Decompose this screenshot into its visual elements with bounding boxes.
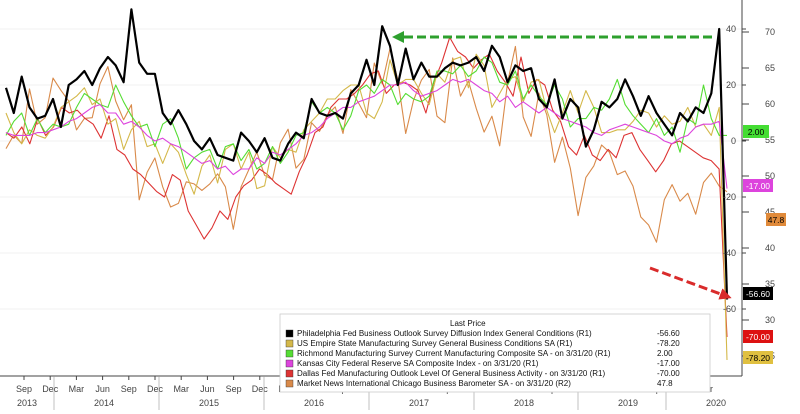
legend: Last Price Philadelphia Fed Business Out… <box>279 313 711 393</box>
badge-kansas: -17.00 <box>743 179 773 192</box>
left-tick-label: -20 <box>723 192 736 202</box>
legend-item-2: Richmond Manufacturing Survey Current Ma… <box>285 349 673 358</box>
right-tick-label: 70 <box>765 27 775 37</box>
left-tick-label: 0 <box>731 136 736 146</box>
legend-last: -78.20 <box>657 339 680 348</box>
badges-layer: 2.00 -17.00 47.8 -56.60 -70.00 -78.20 <box>743 125 786 364</box>
x-tick-label: Dec <box>252 384 269 394</box>
legend-item-4: Dallas Fed Manufacturing Outlook Level O… <box>285 369 680 378</box>
legend-item-1: US Empire State Manufacturing Survey Gen… <box>285 339 680 348</box>
series-line-1 <box>5 53 728 361</box>
legend-item-0: Philadelphia Fed Business Outlook Survey… <box>285 329 680 338</box>
x-year-label: 2015 <box>199 398 219 408</box>
x-year-label: 2013 <box>17 398 37 408</box>
x-year-label: 2017 <box>409 398 429 408</box>
svg-text:47.8: 47.8 <box>768 215 785 225</box>
left-tick-label: -40 <box>723 248 736 258</box>
series-line-4 <box>5 36 728 338</box>
series-line-0 <box>4 8 729 300</box>
svg-text:-17.00: -17.00 <box>746 181 770 191</box>
legend-name: Kansas City Federal Reserve SA Composite… <box>297 359 539 368</box>
x-year-label: 2019 <box>618 398 638 408</box>
x-tick-label: Jun <box>95 384 110 394</box>
legend-last: -56.60 <box>657 329 680 338</box>
right-tick-label: 65 <box>765 63 775 73</box>
svg-text:-78.20: -78.20 <box>746 353 770 363</box>
right-tick-label: 50 <box>765 171 775 181</box>
badge-dallas: -70.00 <box>743 330 773 343</box>
svg-text:2.00: 2.00 <box>748 127 765 137</box>
x-tick-label: Mar <box>69 384 85 394</box>
badge-chicago: 47.8 <box>766 213 786 226</box>
badge-empire: -78.20 <box>743 351 773 364</box>
left-tick-label: -60 <box>723 304 736 314</box>
badge-richmond: 2.00 <box>743 125 769 138</box>
legend-box <box>279 313 711 393</box>
left-tick-label: 40 <box>726 24 736 34</box>
x-tick-label: Dec <box>42 384 59 394</box>
left-axis: 40 20 0 -20 -40 -60 <box>723 24 746 314</box>
right-tick-label: 60 <box>765 99 775 109</box>
red-arrow <box>649 266 732 300</box>
x-year-label: 2020 <box>706 398 726 408</box>
right-tick-label: 45 <box>765 207 775 217</box>
x-tick-label: Mar <box>173 384 189 394</box>
right-tick-label: 55 <box>765 135 775 145</box>
plot-background <box>0 0 742 376</box>
left-tick-label: 20 <box>726 80 736 90</box>
legend-last: -70.00 <box>657 369 680 378</box>
legend-name: Dallas Fed Manufacturing Outlook Level O… <box>297 369 605 378</box>
right-tick-label: 30 <box>765 315 775 325</box>
legend-item-5: Market News International Chicago Busine… <box>285 379 673 388</box>
x-year-label: 2014 <box>94 398 114 408</box>
right-tick-label: 35 <box>765 279 775 289</box>
x-year-label: 2018 <box>514 398 534 408</box>
right-tick-label: 40 <box>765 243 775 253</box>
x-tick-label: Dec <box>147 384 164 394</box>
legend-name: Richmond Manufacturing Survey Current Ma… <box>297 349 611 358</box>
legend-last: 47.8 <box>657 379 673 388</box>
right-axis: 70656055504540353025 <box>742 27 775 361</box>
x-year-label: 2016 <box>304 398 324 408</box>
series-layer <box>4 8 729 361</box>
legend-rows: Philadelphia Fed Business Outlook Survey… <box>285 329 680 388</box>
legend-name: Philadelphia Fed Business Outlook Survey… <box>297 329 592 338</box>
svg-text:-70.00: -70.00 <box>746 332 770 342</box>
legend-last: -17.00 <box>657 359 680 368</box>
legend-last: 2.00 <box>657 349 673 358</box>
legend-name: Market News International Chicago Busine… <box>297 379 571 388</box>
series-line-5 <box>5 45 728 243</box>
legend-name: US Empire State Manufacturing Survey Gen… <box>297 339 573 348</box>
svg-text:-56.60: -56.60 <box>746 289 770 299</box>
badge-philly: -56.60 <box>743 287 773 300</box>
x-tick-label: Sep <box>121 384 137 394</box>
series-line-3 <box>5 78 728 189</box>
legend-title: Last Price <box>450 319 486 328</box>
x-tick-label: Sep <box>226 384 242 394</box>
legend-item-3: Kansas City Federal Reserve SA Composite… <box>285 359 680 368</box>
x-tick-label: Sep <box>16 384 32 394</box>
x-tick-label: Jun <box>200 384 215 394</box>
series-line-2 <box>5 56 727 170</box>
